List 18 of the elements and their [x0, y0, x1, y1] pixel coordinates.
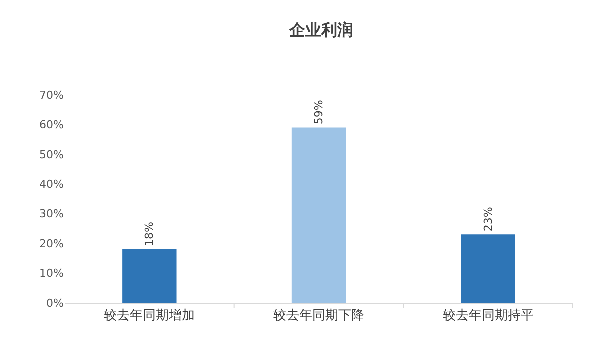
bar — [461, 234, 516, 303]
bar — [122, 250, 177, 303]
y-tick-label: 70% — [40, 88, 64, 102]
y-tick-label: 60% — [40, 118, 64, 132]
x-tick-label: 较去年同期增加 — [104, 308, 196, 324]
x-tick-label: 较去年同期持平 — [442, 308, 534, 324]
data-label: 23% — [482, 207, 495, 232]
y-tick-label: 20% — [40, 237, 64, 250]
y-tick-label: 0% — [46, 296, 64, 310]
bar — [292, 128, 346, 303]
y-tick-label: 30% — [40, 208, 64, 221]
y-tick-label: 10% — [40, 267, 64, 280]
chart-title: 企业利润 — [288, 20, 354, 40]
x-tick-label: 较去年同期下降 — [274, 308, 364, 324]
data-label: 18% — [143, 222, 156, 247]
data-label: 59% — [312, 100, 326, 125]
y-tick-label: 50% — [40, 148, 64, 162]
y-tick-label: 40% — [40, 178, 64, 191]
